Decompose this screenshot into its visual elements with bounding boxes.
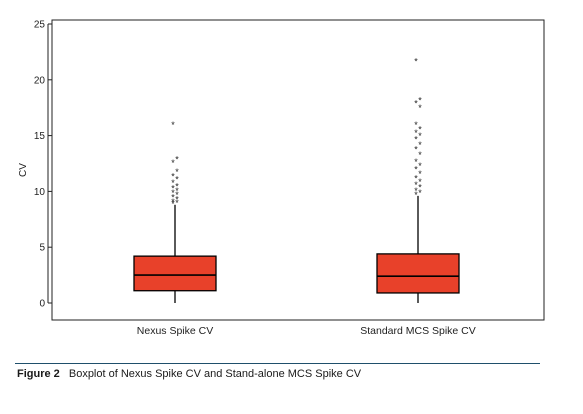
outlier-point: * <box>414 134 418 144</box>
outlier-point: * <box>171 158 175 168</box>
outlier-point: * <box>175 175 179 185</box>
outlier-point: * <box>418 103 422 113</box>
boxes-group: * ** ** ** ** ** ** ** *** ** ** ** ** **** ** ** **** ** <box>133 56 460 303</box>
y-tick-label: 20 <box>34 75 46 86</box>
category-label: Nexus Spike CV <box>137 325 213 337</box>
outlier-point: * <box>418 182 422 192</box>
outlier-point: * <box>175 167 179 177</box>
outlier-point: * <box>171 192 175 202</box>
y-tick-label: 0 <box>39 299 45 310</box>
plot-frame <box>51 19 545 321</box>
category-label: Standard MCS Spike CV <box>360 325 476 337</box>
caption-text: Boxplot of Nexus Spike CV and Stand-alon… <box>68 368 362 380</box>
outlier-point: * <box>418 131 422 141</box>
outlier-point: * <box>175 195 179 205</box>
outlier-point: * <box>414 190 418 200</box>
y-tick-label: 10 <box>34 187 46 198</box>
outlier-point: * <box>418 95 422 105</box>
outlier-point: * <box>171 120 175 130</box>
y-tick-label: 5 <box>39 243 45 254</box>
outlier-point: * <box>414 174 418 184</box>
caption-rule <box>15 363 540 364</box>
outlier-point: * <box>175 181 179 191</box>
outlier-point: * <box>414 128 418 138</box>
y-axis-title: CV <box>18 163 29 177</box>
outlier-point: * <box>418 150 422 160</box>
outlier-point: * <box>414 180 418 190</box>
outlier-point: * <box>414 120 418 130</box>
outlier-point: * <box>414 56 418 66</box>
outlier-point: * <box>414 165 418 175</box>
outlier-point: * <box>171 171 175 181</box>
caption-label: Figure 2 <box>17 368 60 380</box>
outlier-point: * <box>418 161 422 171</box>
y-axis: 0 5 10 15 20 25 <box>34 20 52 310</box>
box-iqr <box>376 253 460 294</box>
outlier-point: * <box>418 169 422 179</box>
outlier-point: * <box>418 140 422 150</box>
outlier-point: * <box>175 190 179 200</box>
box-iqr <box>133 255 217 292</box>
outlier-point: * <box>171 188 175 198</box>
figure-caption: Figure 2 Boxplot of Nexus Spike CV and S… <box>17 368 361 380</box>
outlier-point: * <box>175 198 179 208</box>
outlier-point: * <box>418 177 422 187</box>
outlier-point: * <box>418 124 422 134</box>
outlier-point: * <box>171 184 175 194</box>
outlier-point: * <box>175 186 179 196</box>
outlier-point: * <box>418 188 422 198</box>
y-tick-label: 15 <box>34 131 46 142</box>
category-labels: Nexus Spike CV Standard MCS Spike CV <box>137 325 476 337</box>
outlier-point: * <box>171 197 175 207</box>
outlier-point: * <box>171 178 175 188</box>
outlier-point: * <box>175 155 179 165</box>
outlier-point: * <box>414 144 418 154</box>
outlier-point: * <box>171 199 175 209</box>
box-group: * ** ** ** ** ** ** ** ** <box>133 120 217 303</box>
outlier-point: * <box>414 186 418 196</box>
outlier-point: * <box>414 157 418 167</box>
box-group: * ** ** ** ** **** ** ** **** ** <box>376 56 460 303</box>
y-tick-label: 25 <box>34 20 46 31</box>
outlier-point: * <box>414 99 418 109</box>
